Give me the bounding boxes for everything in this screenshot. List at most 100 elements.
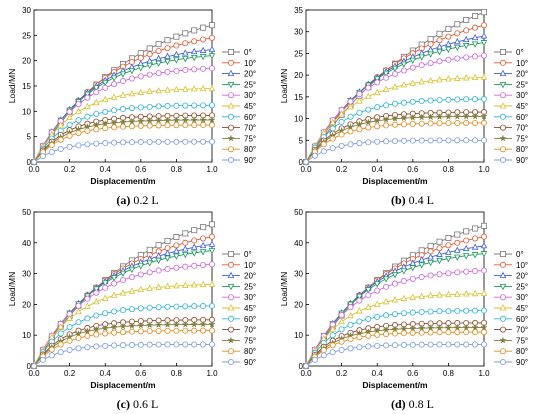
data-point xyxy=(102,125,109,132)
data-point xyxy=(164,341,171,348)
legend-label: 60° xyxy=(516,315,528,324)
data-point xyxy=(338,326,345,333)
data-point xyxy=(191,262,198,269)
data-point xyxy=(164,237,171,244)
y-tick-label: 0 xyxy=(27,362,32,371)
data-point xyxy=(347,311,354,319)
data-point xyxy=(454,341,461,348)
data-point xyxy=(382,298,390,305)
data-point xyxy=(329,125,336,132)
data-point xyxy=(111,280,118,287)
legend-marker xyxy=(499,250,506,257)
data-point xyxy=(173,42,180,49)
data-point xyxy=(93,85,100,92)
data-point xyxy=(454,44,461,52)
data-point xyxy=(57,330,64,337)
data-point xyxy=(48,142,55,149)
legend-item: 0° xyxy=(494,48,524,57)
data-point xyxy=(383,102,390,109)
data-point xyxy=(155,267,162,274)
data-point xyxy=(329,349,336,356)
data-point xyxy=(463,268,470,275)
data-point xyxy=(164,249,171,256)
data-point xyxy=(427,41,434,48)
series-60° xyxy=(302,96,487,165)
data-point xyxy=(445,256,452,263)
legend-label: 60° xyxy=(244,315,256,324)
data-point xyxy=(338,346,345,353)
legend: 0° 10° 20°25° 30° 45° 60° 70°75° 80° 90° xyxy=(222,250,256,367)
y-tick-label: 20 xyxy=(294,300,303,309)
data-point xyxy=(427,272,434,279)
legend-marker xyxy=(499,348,506,355)
legend-label: 20° xyxy=(244,70,256,79)
data-point xyxy=(164,255,171,262)
data-point xyxy=(463,237,470,244)
legend-label: 10° xyxy=(516,261,528,270)
data-point xyxy=(409,275,416,282)
y-axis-label: Load/MN xyxy=(7,272,17,307)
legend-item: 75° xyxy=(222,134,256,143)
data-point xyxy=(110,275,118,282)
data-point xyxy=(365,332,372,339)
legend-item: 0° xyxy=(222,250,252,259)
data-point xyxy=(463,54,470,61)
data-point xyxy=(436,341,443,348)
legend-item: 25° xyxy=(494,282,528,291)
legend-marker xyxy=(227,261,234,268)
data-point xyxy=(427,308,434,315)
data-point xyxy=(182,102,189,109)
data-point xyxy=(480,96,487,103)
data-point xyxy=(356,109,363,116)
data-point xyxy=(111,107,118,114)
data-point xyxy=(418,120,425,127)
plot-frame xyxy=(305,211,485,367)
legend-item: 10° xyxy=(222,261,256,270)
data-point xyxy=(191,27,198,34)
x-tick-label: 1.0 xyxy=(478,165,490,174)
data-point xyxy=(66,113,73,120)
data-point xyxy=(128,123,135,130)
data-point xyxy=(409,293,417,300)
data-point xyxy=(463,119,470,126)
data-point xyxy=(391,65,399,73)
legend-item: 80° xyxy=(222,145,256,154)
y-tick-label: 10 xyxy=(22,107,31,116)
data-point xyxy=(329,118,336,125)
data-point xyxy=(155,41,162,48)
data-point xyxy=(356,293,363,301)
data-point xyxy=(400,341,407,348)
data-point xyxy=(164,103,171,110)
data-point xyxy=(164,52,171,59)
data-point xyxy=(155,70,162,77)
data-point xyxy=(182,122,189,129)
data-point xyxy=(436,137,443,144)
data-point xyxy=(418,137,425,144)
y-tick-label: 20 xyxy=(294,71,303,80)
data-point xyxy=(200,36,207,43)
data-point xyxy=(453,112,461,120)
data-point xyxy=(92,325,100,333)
data-point xyxy=(164,138,171,145)
legend-label: 75° xyxy=(244,336,256,345)
data-point xyxy=(445,75,452,82)
legend-marker xyxy=(227,348,234,355)
data-point xyxy=(191,303,198,310)
legend-marker xyxy=(499,304,507,311)
data-point xyxy=(155,242,162,249)
data-point xyxy=(347,345,354,352)
data-point xyxy=(436,245,443,252)
data-point xyxy=(383,312,390,319)
data-point xyxy=(182,138,189,145)
data-point xyxy=(137,54,144,61)
legend-label: 80° xyxy=(244,347,256,356)
legend-marker xyxy=(499,69,507,76)
y-tick-label: 50 xyxy=(294,208,303,217)
legend-item: 10° xyxy=(222,59,256,68)
data-point xyxy=(208,341,215,348)
data-point xyxy=(436,76,443,83)
data-point xyxy=(365,84,372,91)
data-point xyxy=(338,312,345,319)
legend-label: 30° xyxy=(516,91,528,100)
data-point xyxy=(84,295,91,302)
